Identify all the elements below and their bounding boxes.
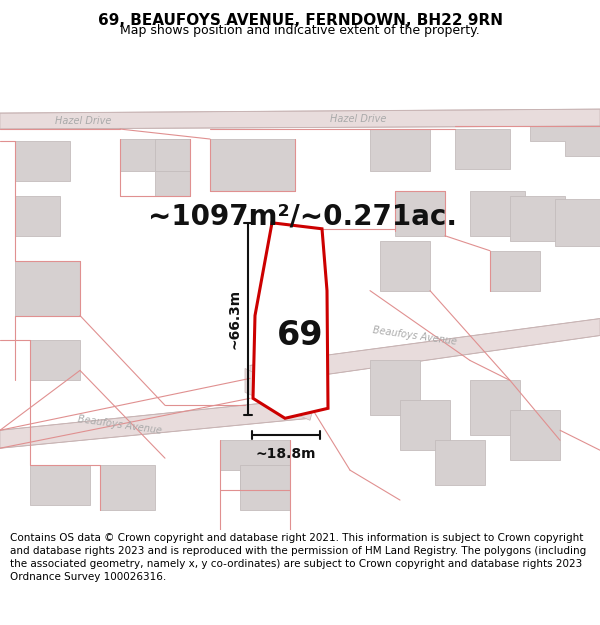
Polygon shape xyxy=(30,341,80,381)
Polygon shape xyxy=(270,241,310,276)
Polygon shape xyxy=(470,191,525,236)
Polygon shape xyxy=(380,241,430,291)
Polygon shape xyxy=(15,141,70,181)
Text: 69: 69 xyxy=(277,319,323,352)
Polygon shape xyxy=(245,368,315,420)
Polygon shape xyxy=(530,126,600,156)
Polygon shape xyxy=(510,196,565,241)
Polygon shape xyxy=(30,465,90,505)
Text: Contains OS data © Crown copyright and database right 2021. This information is : Contains OS data © Crown copyright and d… xyxy=(10,533,586,582)
Polygon shape xyxy=(15,261,80,316)
Polygon shape xyxy=(555,199,600,246)
Text: 69, BEAUFOYS AVENUE, FERNDOWN, BH22 9RN: 69, BEAUFOYS AVENUE, FERNDOWN, BH22 9RN xyxy=(97,12,503,28)
Polygon shape xyxy=(490,251,540,291)
Polygon shape xyxy=(120,139,190,196)
Polygon shape xyxy=(250,319,600,386)
Text: Beaufoys Avenue: Beaufoys Avenue xyxy=(77,414,163,436)
Polygon shape xyxy=(0,398,310,448)
Polygon shape xyxy=(370,129,430,171)
Polygon shape xyxy=(470,381,520,435)
Polygon shape xyxy=(395,191,445,236)
Polygon shape xyxy=(0,109,600,129)
Polygon shape xyxy=(400,401,450,450)
Polygon shape xyxy=(510,410,560,460)
Text: ~66.3m: ~66.3m xyxy=(227,289,241,349)
Polygon shape xyxy=(220,440,290,490)
Polygon shape xyxy=(455,129,510,169)
Polygon shape xyxy=(155,139,190,171)
Text: Map shows position and indicative extent of the property.: Map shows position and indicative extent… xyxy=(120,24,480,37)
Polygon shape xyxy=(435,440,485,485)
Text: Hazel Drive: Hazel Drive xyxy=(330,114,386,124)
Text: ~18.8m: ~18.8m xyxy=(256,448,316,461)
Polygon shape xyxy=(210,139,295,191)
Polygon shape xyxy=(253,222,328,418)
Text: ~1097m²/~0.271ac.: ~1097m²/~0.271ac. xyxy=(148,203,457,231)
Polygon shape xyxy=(15,196,60,236)
Polygon shape xyxy=(370,361,420,415)
Polygon shape xyxy=(240,465,290,510)
Text: Beaufoys Avenue: Beaufoys Avenue xyxy=(372,324,458,346)
Polygon shape xyxy=(100,465,155,510)
Text: Hazel Drive: Hazel Drive xyxy=(55,116,112,126)
